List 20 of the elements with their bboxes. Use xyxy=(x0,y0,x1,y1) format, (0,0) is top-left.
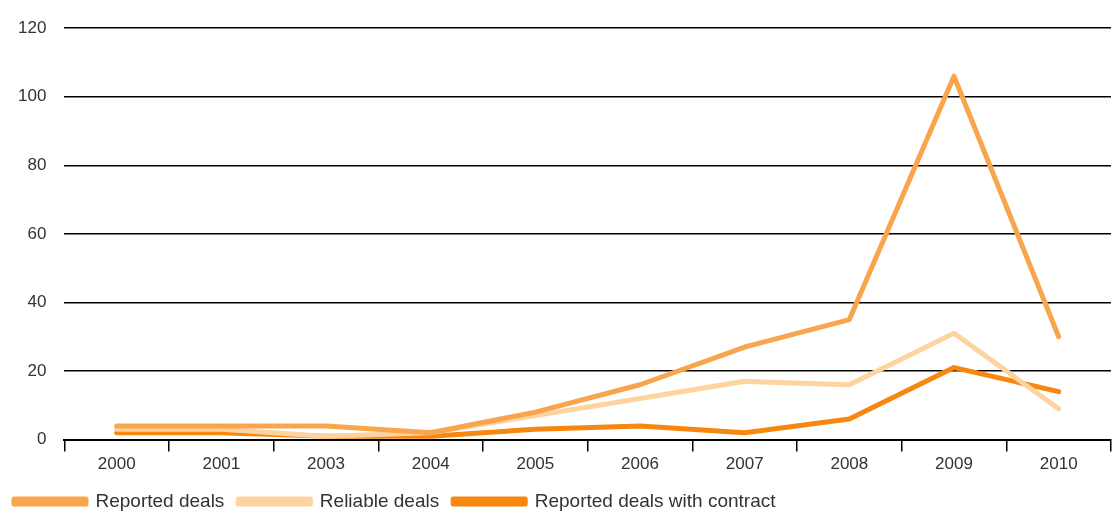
y-tick-label: 20 xyxy=(27,360,47,380)
y-tick-label: 40 xyxy=(27,292,47,312)
legend-label: Reported deals xyxy=(95,489,225,511)
x-tick-label: 2010 xyxy=(1039,454,1078,474)
y-tick-label: 100 xyxy=(17,86,47,106)
y-tick-label: 0 xyxy=(36,429,47,449)
x-tick-label: 2006 xyxy=(621,454,659,474)
x-tick-label: 2005 xyxy=(516,454,555,474)
x-tick-label: 2000 xyxy=(97,454,136,474)
x-tick-label: 2004 xyxy=(411,454,450,474)
x-tick-label: 2001 xyxy=(202,454,241,474)
y-tick-label: 80 xyxy=(27,155,47,175)
x-tick-label: 2003 xyxy=(307,454,345,474)
x-tick-label: 2007 xyxy=(725,454,764,474)
y-tick-label: 120 xyxy=(17,17,47,37)
x-tick-label: 2008 xyxy=(830,454,869,474)
legend-label: Reported deals with contract xyxy=(534,489,777,511)
legend-label: Reliable deals xyxy=(319,489,440,511)
x-tick-label: 2009 xyxy=(935,454,973,474)
y-tick-label: 60 xyxy=(27,223,47,243)
